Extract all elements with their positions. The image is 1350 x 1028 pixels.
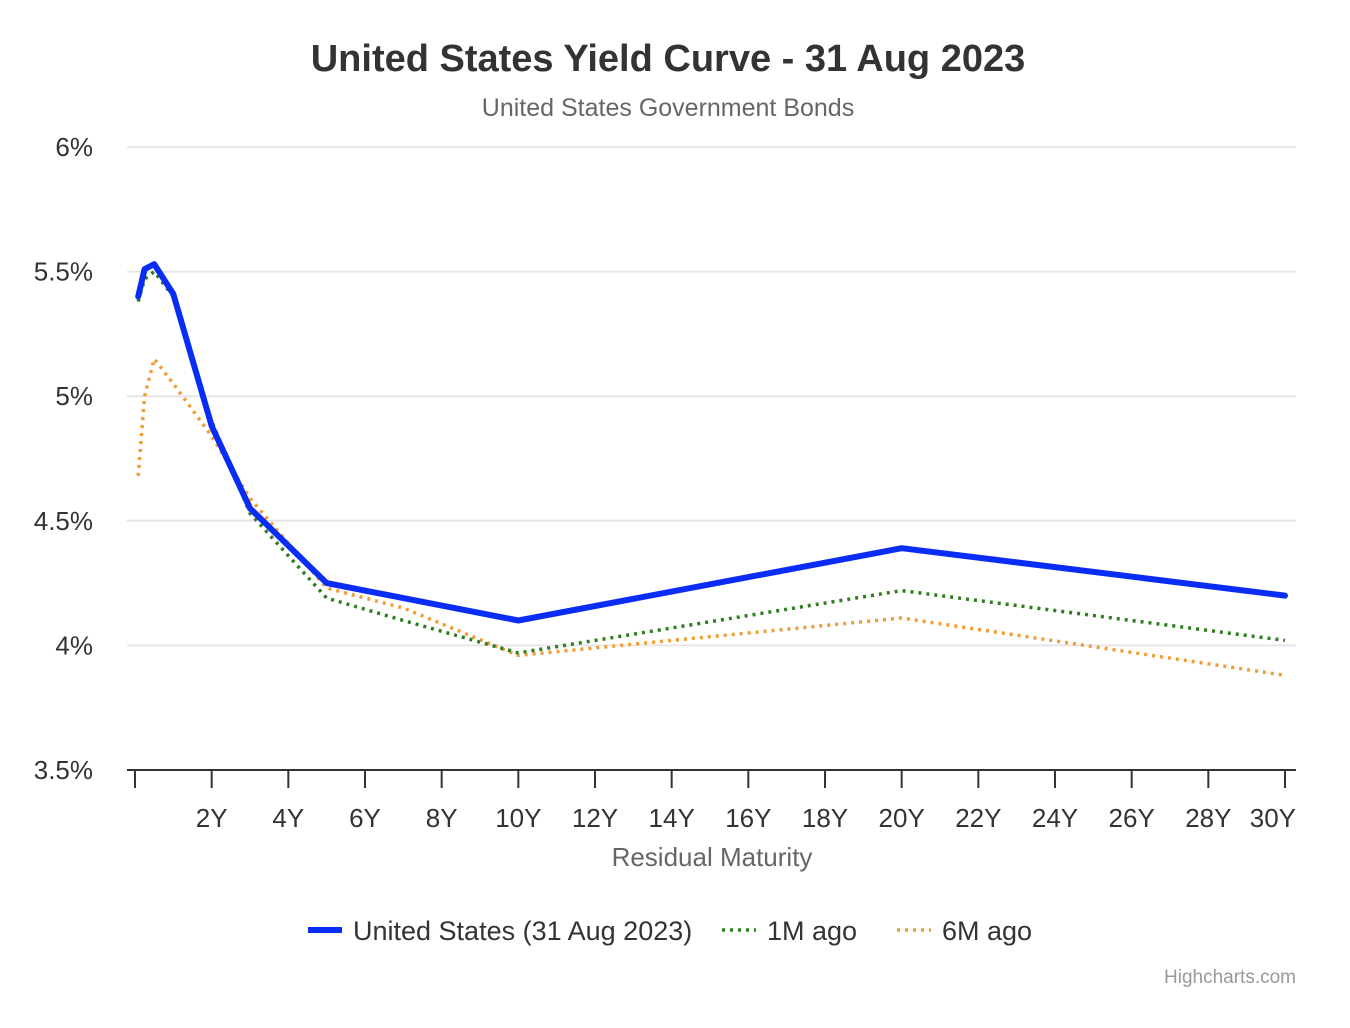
legend-item-1[interactable]: 1M ago	[722, 916, 857, 946]
series-line-0[interactable]	[135, 261, 1288, 624]
y-tick-label: 5.5%	[34, 257, 93, 287]
y-tick-label: 3.5%	[34, 755, 93, 785]
x-tick-label: 4Y	[272, 803, 304, 833]
x-tick-label: 10Y	[495, 803, 541, 833]
legend-item-2[interactable]: 6M ago	[897, 916, 1032, 946]
y-tick-label: 4.5%	[34, 506, 93, 536]
x-tick-label: 18Y	[802, 803, 848, 833]
x-tick-label: 16Y	[725, 803, 771, 833]
x-tick-label: 26Y	[1109, 803, 1155, 833]
series-lines	[135, 261, 1288, 678]
y-tick-label: 5%	[55, 381, 93, 411]
legend: United States (31 Aug 2023) 1M ago 6M ago	[308, 916, 1032, 946]
x-tick-label: 8Y	[426, 803, 458, 833]
legend-label: 6M ago	[942, 916, 1032, 946]
x-tick-label: 28Y	[1185, 803, 1231, 833]
y-axis-labels: 3.5% 4% 4.5% 5% 5.5% 6%	[34, 132, 93, 785]
x-axis: 2Y 4Y 6Y 8Y 10Y 12Y 14Y 16Y 18Y 20Y 22Y 24Y 26Y 28Y 30…	[127, 769, 1296, 833]
legend-label: 1M ago	[767, 916, 857, 946]
x-tick-label: 6Y	[349, 803, 381, 833]
chart-subtitle: United States Government Bonds	[482, 94, 854, 122]
x-axis-title: Residual Maturity	[612, 842, 813, 872]
legend-label: United States (31 Aug 2023)	[353, 916, 692, 946]
y-tick-label: 4%	[55, 630, 93, 660]
x-tick-label: 20Y	[879, 803, 925, 833]
series-line-1[interactable]	[136, 269, 1286, 655]
grid-lines	[127, 146, 1296, 647]
legend-item-0[interactable]: United States (31 Aug 2023)	[308, 916, 692, 946]
x-tick-label: 14Y	[649, 803, 695, 833]
x-tick-label: 12Y	[572, 803, 618, 833]
chart-title: United States Yield Curve - 31 Aug 2023	[311, 38, 1026, 80]
x-tick-label: 24Y	[1032, 803, 1078, 833]
x-tick-label: 30Y	[1250, 803, 1296, 833]
series-line-2[interactable]	[136, 357, 1286, 678]
x-tick-label: 2Y	[196, 803, 228, 833]
x-tick-label: 22Y	[955, 803, 1001, 833]
y-tick-label: 6%	[55, 132, 93, 162]
credits-link[interactable]: Highcharts.com	[1164, 967, 1296, 988]
